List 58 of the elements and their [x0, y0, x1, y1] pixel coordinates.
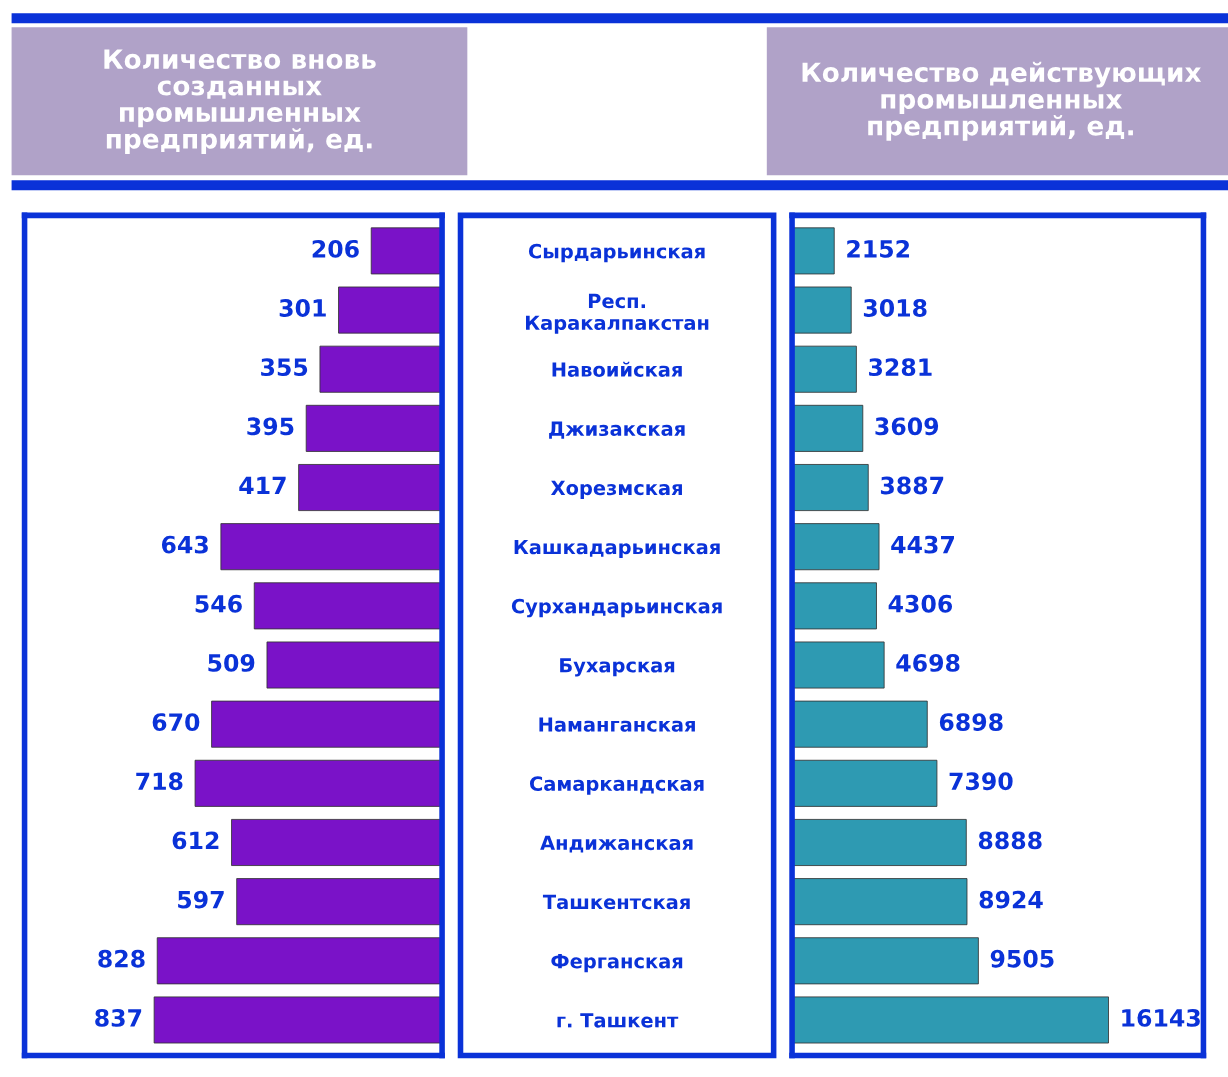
y-tick-label: Респ. Каракалпакстан	[526, 293, 709, 334]
bar	[792, 227, 835, 275]
y-tick-label: Бухарская	[560, 658, 675, 677]
data-label: 3887	[880, 476, 944, 495]
y-tick-label: г. Ташкент	[557, 1013, 679, 1028]
y-tick-label: Ташкентская	[542, 894, 690, 910]
data-label: 4437	[891, 535, 954, 554]
data-label: 670	[152, 713, 200, 732]
data-label: 6898	[939, 713, 1003, 732]
data-label: 612	[172, 831, 219, 850]
data-label: 597	[178, 890, 224, 909]
y-tick-label: Сырдарьинская	[528, 243, 705, 263]
y-tick-label: Кашкадарьинская	[514, 539, 720, 559]
data-label: 8924	[979, 890, 1043, 909]
data-label: 355	[261, 358, 308, 377]
bar	[792, 286, 852, 334]
data-label: 2152	[847, 239, 910, 258]
data-label: 395	[247, 417, 294, 436]
bar	[792, 996, 1109, 1044]
data-label: 206	[312, 239, 359, 258]
y-tick-label: Джизакская	[549, 421, 685, 439]
bar	[792, 937, 979, 985]
y-tick-label: Самаркандская	[529, 776, 704, 795]
data-label: 301	[279, 299, 326, 317]
chart-title: Количество вновь созданных промышленных предприятий, ед.	[104, 49, 376, 154]
data-label: 4306	[888, 594, 953, 613]
data-label: 8888	[978, 831, 1042, 850]
data-label: 509	[208, 654, 255, 672]
y-tick-label: Хорезмская	[550, 480, 682, 499]
bar	[792, 759, 938, 807]
data-label: 4698	[896, 654, 960, 672]
data-label: 3281	[869, 358, 932, 377]
bar	[792, 464, 869, 512]
data-label: 3018	[863, 299, 927, 317]
y-tick-label: Навоийская	[552, 361, 682, 377]
bar	[792, 641, 885, 689]
y-tick-label: Наманганская	[539, 717, 695, 732]
data-label: 546	[195, 594, 242, 613]
data-label: 828	[98, 949, 145, 968]
bar	[792, 404, 864, 452]
bar	[792, 523, 880, 571]
bar	[792, 582, 877, 630]
data-label: 3609	[875, 417, 939, 436]
bar	[792, 818, 967, 866]
bar	[792, 345, 857, 393]
data-label: 837	[95, 1008, 142, 1027]
data-label: 643	[161, 535, 208, 554]
data-label: 9505	[990, 949, 1054, 968]
data-label: 417	[239, 476, 286, 495]
chart-title: Количество действующих промышленных предприятий, ед.	[802, 61, 1202, 141]
data-label: 7390	[949, 772, 1013, 791]
y-tick-label: Сурхандарьинская	[511, 598, 722, 618]
data-label: 16143	[1122, 1008, 1200, 1027]
y-tick-label: Андижанская	[540, 835, 693, 853]
y-tick-label: Ферганская	[551, 954, 683, 973]
bar	[792, 700, 928, 748]
data-label: 718	[136, 772, 183, 791]
bar	[792, 878, 968, 926]
